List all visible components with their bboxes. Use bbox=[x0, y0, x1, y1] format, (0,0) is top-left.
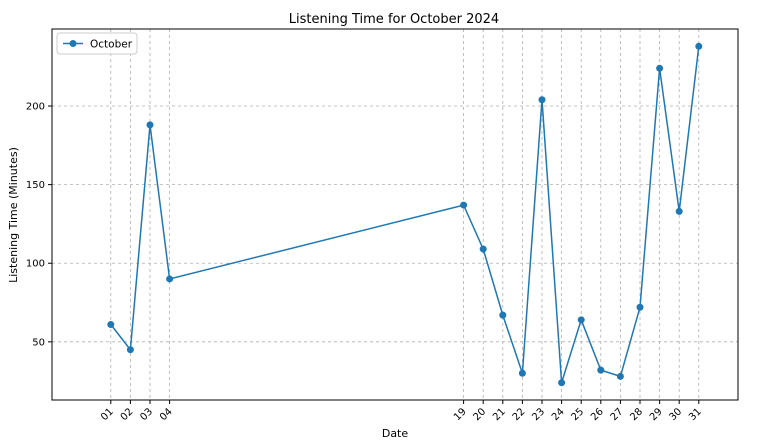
x-tick-label: 23 bbox=[530, 406, 547, 423]
y-tick-label: 200 bbox=[26, 102, 45, 113]
x-tick-label: 30 bbox=[668, 406, 685, 423]
data-point bbox=[538, 96, 546, 104]
series-line-october bbox=[110, 46, 700, 383]
y-tick-label: 100 bbox=[26, 259, 45, 270]
legend-entry: October bbox=[90, 38, 133, 50]
x-tick-label: 27 bbox=[609, 406, 626, 423]
x-tick-label: 20 bbox=[472, 406, 489, 423]
data-point bbox=[695, 42, 703, 50]
x-tick-label: 28 bbox=[628, 406, 645, 423]
x-tick-label: 21 bbox=[491, 406, 508, 423]
chart-title: Listening Time for October 2024 bbox=[289, 12, 499, 27]
x-tick-label: 25 bbox=[570, 406, 587, 423]
x-tick-label: 02 bbox=[119, 406, 136, 423]
data-point bbox=[107, 321, 115, 329]
y-axis: 50 100 150 200 bbox=[26, 102, 52, 348]
grid-lines bbox=[52, 29, 738, 400]
series-layer bbox=[107, 42, 703, 387]
data-point bbox=[616, 372, 624, 380]
x-tick-label: 03 bbox=[138, 406, 155, 423]
legend: October bbox=[56, 32, 138, 55]
data-point bbox=[558, 379, 566, 387]
x-axis-label: Date bbox=[382, 427, 409, 440]
y-tick-label: 150 bbox=[26, 180, 45, 191]
x-tick-label: 04 bbox=[158, 406, 175, 423]
data-point bbox=[146, 121, 154, 129]
data-point bbox=[656, 64, 664, 72]
y-tick-label: 50 bbox=[32, 337, 45, 348]
data-point bbox=[597, 366, 605, 374]
data-point bbox=[636, 303, 644, 311]
data-point bbox=[499, 311, 507, 319]
data-point bbox=[460, 201, 468, 209]
y-axis-label: Listening Time (Minutes) bbox=[7, 147, 20, 283]
x-tick-label: 31 bbox=[687, 406, 704, 423]
legend-marker bbox=[69, 40, 77, 47]
x-tick-label: 19 bbox=[452, 406, 469, 423]
data-point bbox=[518, 369, 526, 377]
data-point bbox=[577, 316, 585, 324]
plot-frame bbox=[51, 28, 739, 401]
x-tick-label: 22 bbox=[511, 406, 528, 423]
x-tick-label: 29 bbox=[648, 406, 665, 423]
data-point bbox=[479, 245, 487, 253]
x-tick-label: 26 bbox=[589, 406, 606, 423]
data-point bbox=[166, 275, 174, 283]
data-point bbox=[126, 346, 134, 354]
data-point bbox=[675, 207, 683, 215]
x-tick-label: 24 bbox=[550, 406, 567, 423]
x-tick-label: 01 bbox=[99, 406, 116, 423]
x-axis: 01 02 03 04 19 20 21 22 23 24 25 26 27 28 29 30 31 bbox=[99, 400, 704, 423]
legend-box bbox=[56, 32, 138, 55]
